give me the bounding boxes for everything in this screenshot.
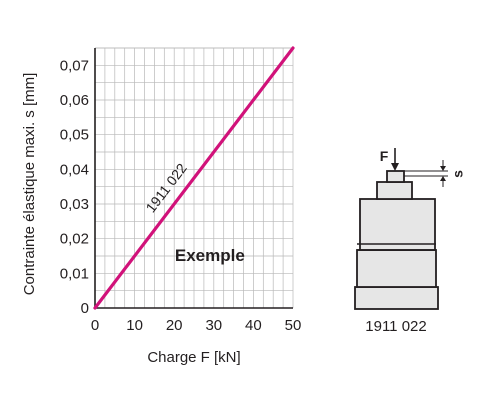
force-symbol: F — [380, 148, 389, 164]
part-number-label: 1911 022 — [365, 318, 426, 335]
x-tick-label: 30 — [205, 317, 222, 334]
part-lower-body — [356, 249, 437, 288]
x-tick-label: 40 — [245, 317, 262, 334]
travel-arrow-top-head — [440, 166, 446, 171]
grid — [95, 47, 294, 308]
x-tick-label: 50 — [285, 317, 302, 334]
series-label: 1911 022 — [142, 160, 190, 215]
y-tick-label: 0 — [81, 300, 89, 317]
y-tick-label: 0,03 — [60, 196, 89, 213]
part-base — [354, 286, 439, 310]
annotation-exemple: Exemple — [175, 246, 245, 265]
x-tick-label: 0 — [91, 317, 99, 334]
series-layer — [93, 46, 295, 310]
y-tick-label: 0,05 — [60, 127, 89, 144]
x-tick-label: 20 — [166, 317, 183, 334]
travel-arrow-bottom-head — [440, 176, 446, 181]
part-illustration: F s 1911 022 — [354, 148, 466, 335]
x-axis-title: Charge F [kN] — [147, 349, 240, 366]
travel-symbol: s — [450, 170, 466, 178]
series-line — [93, 46, 295, 310]
axes — [94, 48, 293, 309]
part-upper-body — [359, 198, 436, 251]
y-tick-label: 0,02 — [60, 231, 89, 248]
force-arrow-head — [391, 163, 399, 171]
y-axis-title: Contrainte élastique maxi. s [mm] — [21, 73, 38, 296]
part-plunger-tip — [386, 170, 405, 183]
y-tick-label: 0,04 — [60, 161, 89, 178]
part-plunger-collar — [376, 181, 413, 200]
y-tick-label: 0,06 — [60, 92, 89, 109]
y-tick-label: 0,07 — [60, 57, 89, 74]
y-tick-label: 0,01 — [60, 265, 89, 282]
x-tick-label: 10 — [126, 317, 143, 334]
tick-labels: 0 10 20 30 40 50 0 0,01 0,02 0,03 0,04 0,05 0,06 0,07 — [60, 57, 302, 334]
